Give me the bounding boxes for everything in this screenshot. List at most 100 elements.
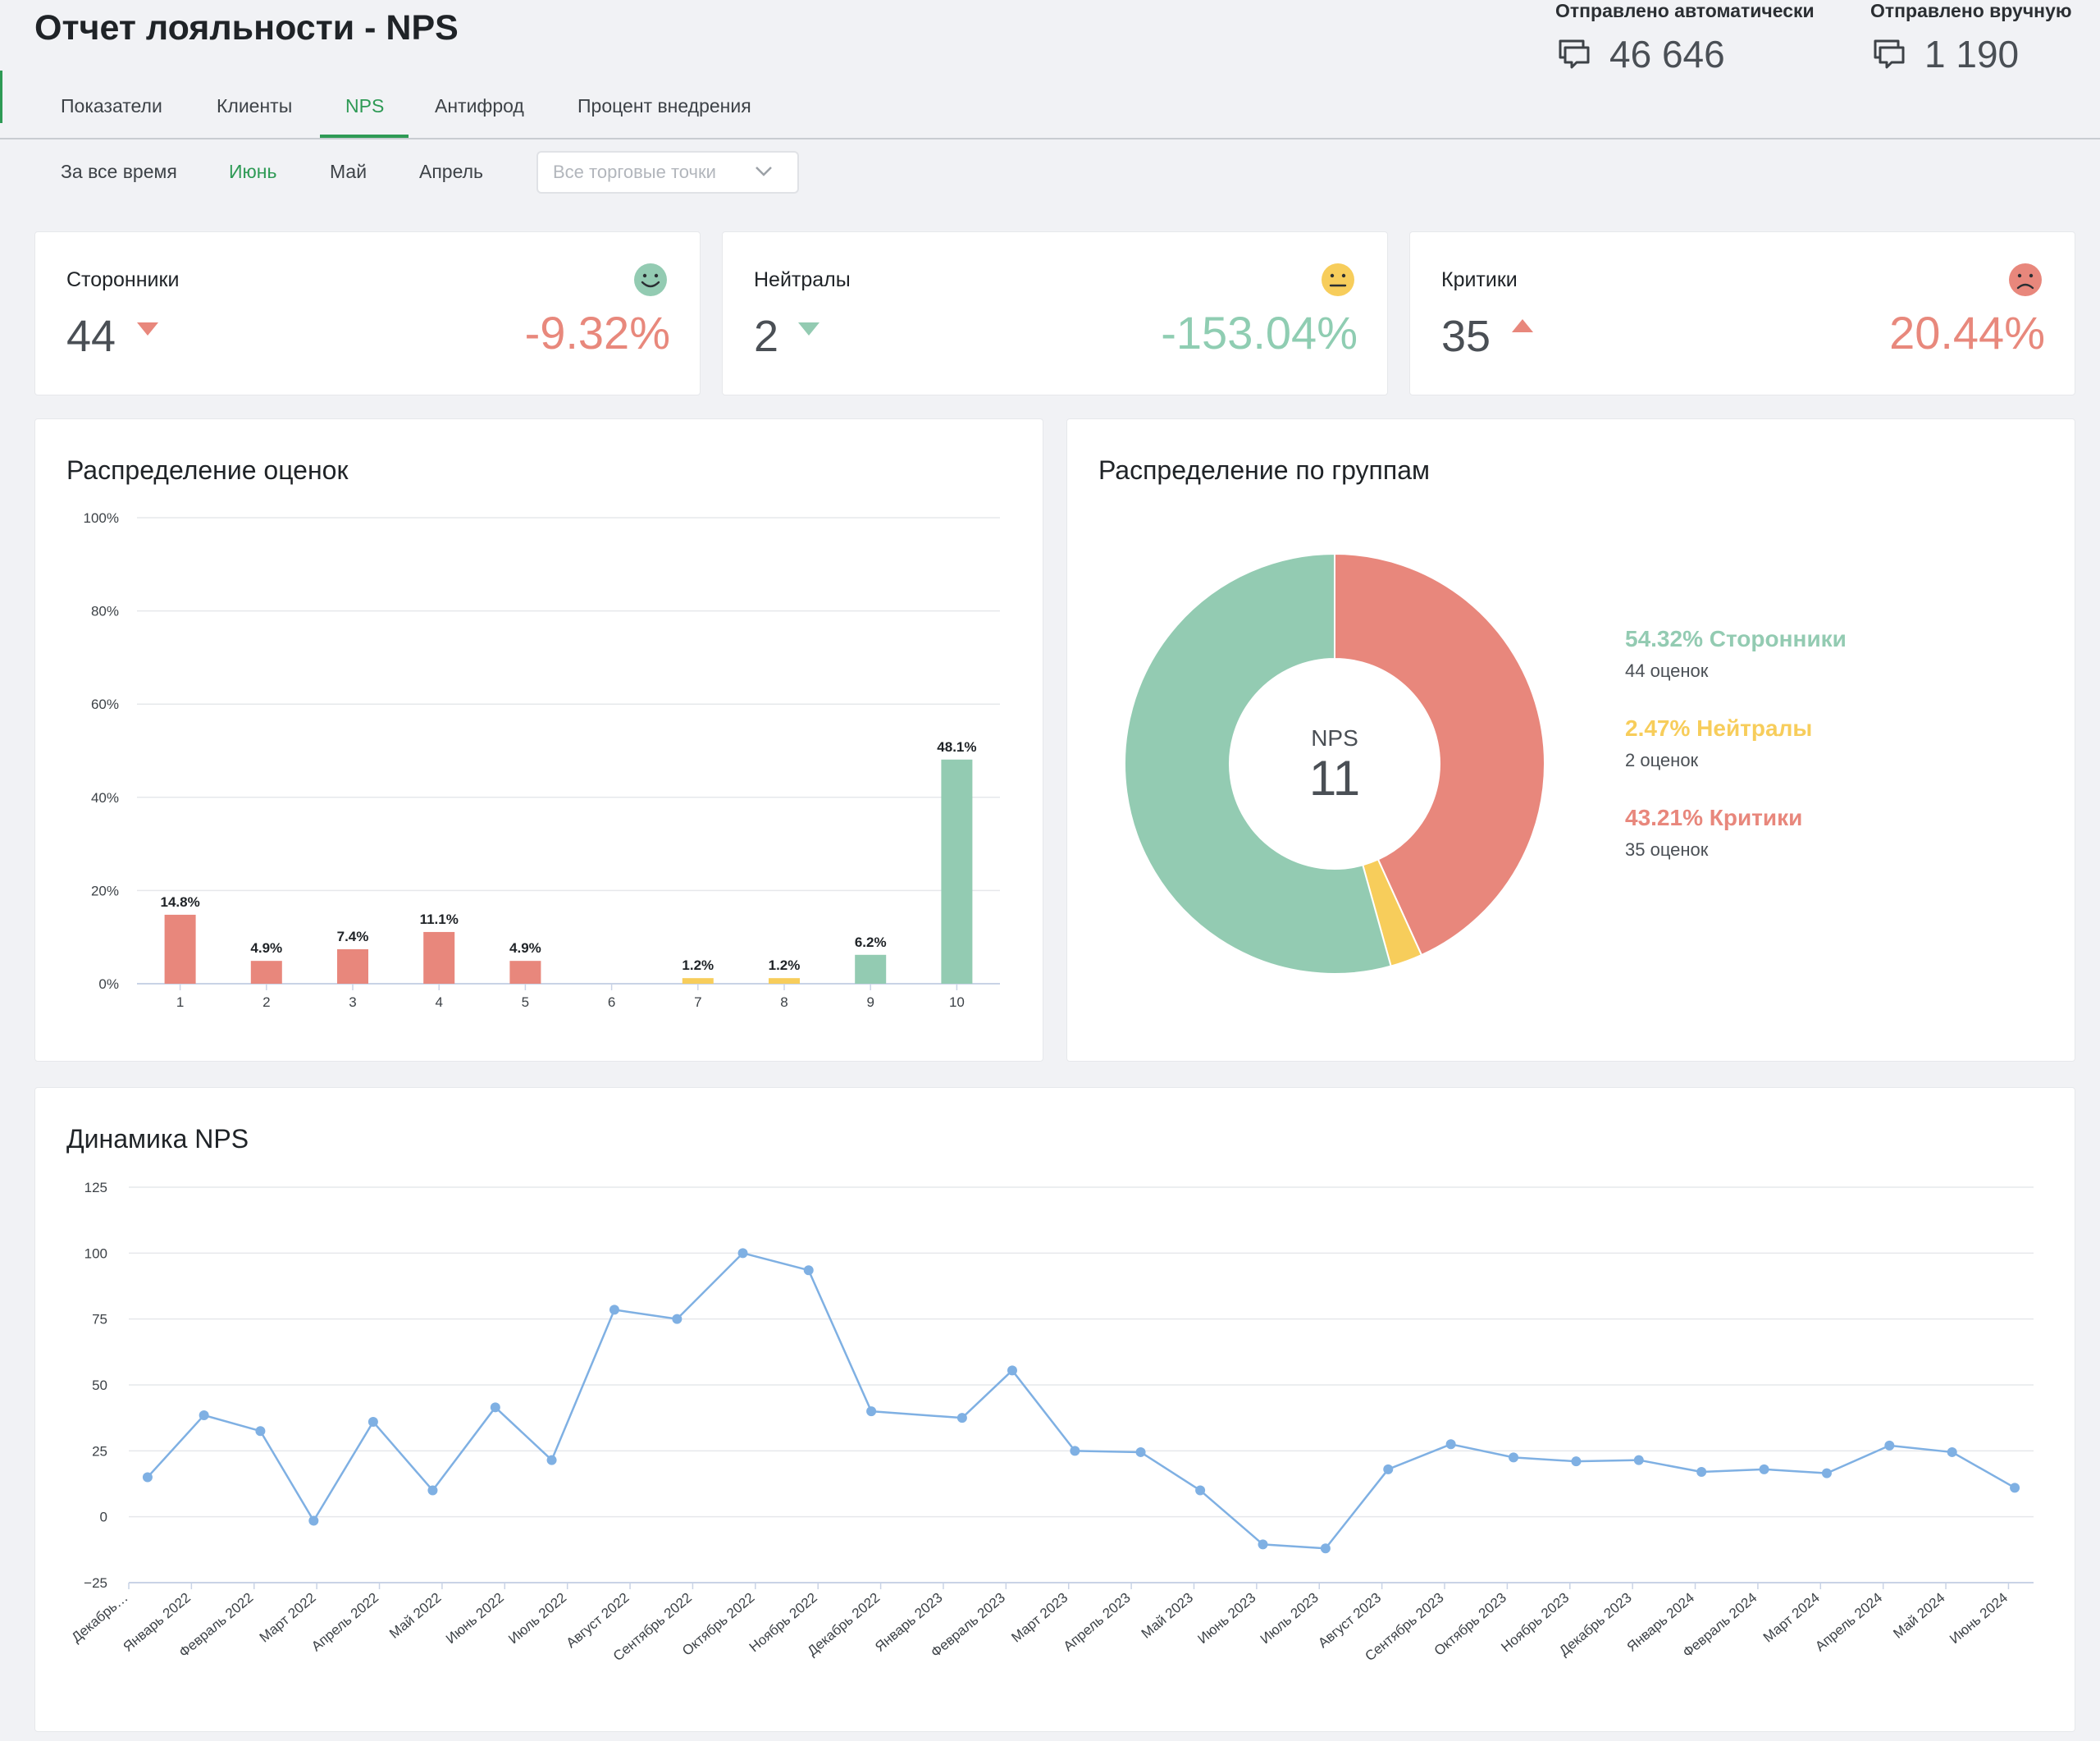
line-point[interactable]: [1195, 1485, 1206, 1496]
chevron-down-icon: [756, 167, 772, 176]
tab-clients[interactable]: Клиенты: [217, 95, 293, 117]
legend-promoters: 54.32% Сторонники 44 оценок: [1625, 626, 1847, 682]
sent-auto-label: Отправлено автоматически: [1555, 0, 1815, 21]
y-tick-label: 0%: [98, 976, 119, 992]
line-point[interactable]: [1383, 1464, 1394, 1474]
line-point[interactable]: [1884, 1440, 1895, 1451]
tab-indicators[interactable]: Показатели: [61, 95, 162, 117]
x-tick-label: Май 2024: [1890, 1590, 1947, 1642]
bar[interactable]: [164, 914, 196, 984]
line-point[interactable]: [2010, 1483, 2020, 1493]
bar[interactable]: [423, 931, 455, 984]
tab-bar: Показатели Клиенты NPS Антифрод Процент …: [0, 82, 2100, 139]
line-point[interactable]: [255, 1426, 266, 1437]
line-point[interactable]: [199, 1410, 209, 1420]
detractors-card: Критики 35 20.44%: [1409, 231, 2075, 395]
line-point[interactable]: [737, 1248, 748, 1259]
line-point[interactable]: [1571, 1456, 1582, 1467]
score-distribution-card: Распределение оценок 0% 20% 40% 60% 80% 100% 1…: [34, 418, 1043, 1062]
donut-center-value: 11: [1309, 751, 1360, 806]
x-tick-label: 5: [522, 994, 529, 1010]
line-point[interactable]: [427, 1485, 438, 1496]
line-point[interactable]: [866, 1406, 877, 1417]
bar[interactable]: [941, 759, 973, 984]
line-point[interactable]: [1320, 1543, 1331, 1554]
x-tick-label: 1: [176, 994, 184, 1010]
x-tick-label: 3: [349, 994, 356, 1010]
bar[interactable]: [509, 961, 541, 984]
tab-nps[interactable]: NPS: [345, 95, 385, 117]
period-april[interactable]: Апрель: [419, 161, 484, 182]
bar-data-label: 1.2%: [769, 957, 801, 973]
sad-face-icon: [2009, 263, 2042, 296]
line-point[interactable]: [609, 1305, 619, 1315]
line-point[interactable]: [142, 1472, 153, 1483]
x-tick-label: 10: [949, 994, 965, 1010]
promoters-count: 44: [66, 312, 116, 361]
detractors-count: 35: [1441, 312, 1491, 361]
line-point[interactable]: [803, 1265, 814, 1276]
x-tick-label: Март 2023: [1008, 1590, 1071, 1646]
bar[interactable]: [250, 961, 282, 984]
tab-adoption[interactable]: Процент внедрения: [578, 95, 751, 117]
chat-bubbles-icon: [1559, 39, 1590, 69]
y-tick-label: 25: [92, 1443, 107, 1459]
x-tick-label: 4: [435, 994, 442, 1010]
x-tick-label: Июнь 2022: [443, 1590, 507, 1647]
sent-manual-value: 1 190: [1924, 33, 2020, 75]
x-tick-label: 7: [694, 994, 701, 1010]
period-may[interactable]: Май: [330, 161, 368, 182]
line-point[interactable]: [368, 1416, 378, 1427]
bar[interactable]: [682, 978, 714, 984]
sent-auto-value: 46 646: [1609, 33, 1725, 75]
promoters-title: Сторонники: [66, 268, 180, 291]
pie-slice[interactable]: [1334, 552, 1545, 957]
legend-passives-pct: 2.47% Нейтралы: [1625, 715, 1813, 741]
nps-dynamics-title: Динамика NPS: [66, 1124, 249, 1154]
period-all-time[interactable]: За все время: [61, 161, 177, 182]
accent-strip: [0, 71, 2, 123]
line-point[interactable]: [1633, 1455, 1644, 1465]
x-tick-label: Март 2022: [257, 1590, 319, 1646]
line-point[interactable]: [1070, 1446, 1080, 1456]
line-point[interactable]: [672, 1314, 682, 1324]
line-point[interactable]: [1759, 1464, 1769, 1474]
line-point[interactable]: [1696, 1467, 1707, 1478]
x-tick-label: 2: [262, 994, 270, 1010]
period-june[interactable]: Июнь: [229, 161, 277, 182]
neutral-face-icon: [1322, 263, 1354, 296]
bar[interactable]: [769, 978, 800, 984]
bar[interactable]: [337, 948, 368, 984]
detractors-change: 20.44%: [1889, 307, 2045, 359]
bar-data-label: 4.9%: [509, 940, 541, 956]
line-point[interactable]: [1445, 1439, 1456, 1450]
line-point[interactable]: [1509, 1452, 1519, 1463]
bar-data-label: 7.4%: [337, 929, 369, 944]
legend-promoters-pct: 54.32% Сторонники: [1625, 626, 1847, 651]
y-tick-label: 100: [84, 1245, 107, 1261]
y-tick-label: 100%: [84, 510, 119, 526]
pie-slice[interactable]: [1124, 552, 1392, 975]
happy-face-icon: [634, 263, 667, 296]
line-point[interactable]: [1947, 1446, 1957, 1457]
line-point[interactable]: [490, 1402, 500, 1413]
line-point[interactable]: [1821, 1468, 1832, 1478]
line-point[interactable]: [1007, 1365, 1017, 1376]
line-point[interactable]: [1258, 1539, 1268, 1550]
sent-manual-label: Отправлено вручную: [1870, 0, 2072, 21]
bar[interactable]: [855, 954, 887, 984]
line-point[interactable]: [546, 1455, 557, 1465]
promoters-card: Сторонники 44 -9.32%: [34, 231, 701, 395]
group-distribution-card: Распределение по группам NPS 11 54.32% Ст…: [1066, 418, 2075, 1062]
x-tick-label: Апрель 2024: [1812, 1590, 1885, 1655]
legend-passives: 2.47% Нейтралы 2 оценок: [1625, 715, 1812, 771]
x-tick-label: Март 2024: [1760, 1590, 1823, 1646]
line-point[interactable]: [1135, 1446, 1146, 1457]
line-point[interactable]: [956, 1413, 967, 1423]
score-distribution-chart: 0% 20% 40% 60% 80% 100% 14.8% 1 4.9% 2 7.4% 3 11.1% 4…: [84, 510, 1000, 1010]
line-point[interactable]: [308, 1515, 319, 1526]
tab-antifraud[interactable]: Антифрод: [435, 95, 524, 117]
tab-active-underline: [320, 135, 409, 138]
store-select[interactable]: Все торговые точки: [536, 151, 799, 194]
